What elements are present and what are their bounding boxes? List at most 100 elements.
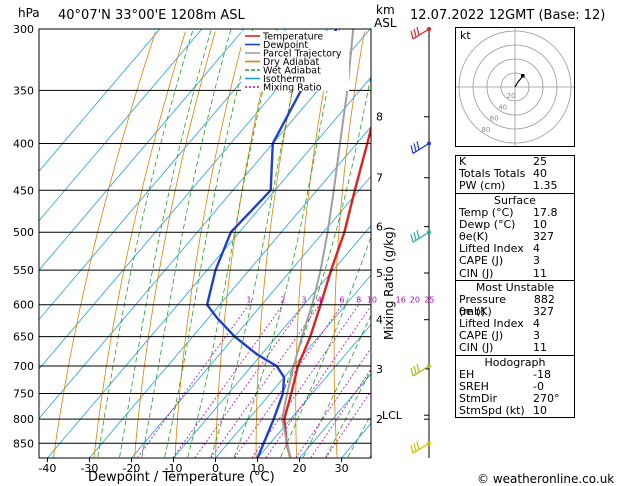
wind-barb-flag: [416, 441, 420, 450]
index-name: StmDir: [459, 392, 498, 405]
mixing-ratio-label: 3: [301, 296, 306, 305]
dry-adiabat-line: [407, 32, 424, 458]
wind-barb-flag: [410, 30, 414, 40]
legend-label: Wet Adiabat: [263, 66, 321, 77]
wind-barb-flag: [413, 232, 417, 241]
indices-table: K 25 Totals Totals 40 PW (cm) 1.35 Surface Temp…: [455, 155, 575, 419]
hodograph-ring-label: 20: [507, 92, 516, 100]
plot-frame: [38, 28, 372, 459]
index-value: 4: [533, 242, 540, 256]
index-value: 882: [533, 292, 555, 306]
index-name: CIN (J): [459, 341, 494, 355]
mixing-ratio-label: 8: [356, 296, 361, 305]
index-name: StmSpd (kt): [459, 404, 525, 418]
x-axis-label: Dewpoint / Temperature (°C): [88, 470, 275, 485]
index-row: PW (cm) 1.35: [456, 180, 574, 192]
mixing-ratio-line: [265, 305, 371, 458]
wet-adiabat-line: [280, 235, 371, 458]
wet-adiabat-line: [97, 29, 194, 458]
pressure-tick-label: 450: [13, 184, 34, 197]
index-name: θe(K): [459, 229, 489, 243]
wind-barb-dot: [427, 441, 431, 446]
index-value: 11: [533, 341, 547, 355]
index-row: Pressure (mb) 882: [456, 292, 574, 318]
mixing-ratio-label: 4: [317, 296, 322, 305]
location-title: 40°07'N 33°00'E 1208m ASL: [58, 8, 245, 23]
wind-barb-shaft: [412, 28, 430, 40]
wind-barb-flag: [410, 145, 414, 154]
wind-barb-flag: [416, 230, 420, 239]
index-row: Totals Totals 40: [456, 167, 574, 181]
isotherm-line: [131, 175, 371, 458]
index-name: K: [459, 155, 467, 168]
mixing-ratio-line: [325, 390, 371, 458]
wind-barb-shaft: [412, 231, 430, 243]
index-row: CAPE (J) 3: [456, 255, 574, 267]
index-row: Lifted Index 4: [456, 242, 574, 256]
wind-barb: [410, 26, 431, 40]
dry-adiabat-line: [333, 31, 365, 458]
km-tick-label: 4: [376, 314, 383, 327]
x-tick-label: -20: [122, 462, 140, 475]
km-tick-label: 6: [376, 221, 383, 234]
index-name: Lifted Index: [459, 317, 524, 331]
wind-barb-dot: [427, 230, 431, 235]
index-value: 10: [533, 404, 547, 418]
section-title: Surface: [456, 192, 574, 207]
wind-barb: [410, 230, 431, 243]
index-value: 1.35: [533, 179, 558, 193]
index-value: 4: [533, 317, 540, 331]
isotherm-line: [299, 373, 371, 458]
parcel-trajectory-line: [281, 29, 355, 458]
index-name: Temp (°C): [459, 205, 514, 219]
hodograph-unit: kt: [460, 29, 471, 42]
hodograph-storm-marker: [521, 74, 525, 78]
index-value: 327: [533, 304, 554, 318]
km-label: km: [376, 3, 395, 17]
index-row: CAPE (J) 3: [456, 330, 574, 342]
index-name: θe (K): [459, 304, 492, 318]
index-name: PW (cm): [459, 179, 506, 193]
pressure-tick-label: 500: [13, 226, 34, 239]
index-value: 11: [533, 266, 547, 280]
dry-adiabat-line: [215, 31, 276, 458]
wet-adiabat-line: [325, 369, 371, 458]
index-row: StmDir 270°: [456, 392, 574, 405]
mixing-ratio-line: [172, 304, 284, 458]
pressure-tick-label: 750: [13, 388, 34, 401]
wet-adiabat-line: [233, 29, 341, 458]
legend-label: Mixing Ratio: [263, 83, 322, 94]
isotherm-line: [215, 274, 371, 458]
index-name: EH: [459, 367, 475, 381]
index-value: 40: [533, 167, 547, 181]
index-value: -0: [533, 379, 544, 393]
wind-barb: [410, 141, 431, 154]
index-value: 270°: [533, 392, 560, 405]
mixing-ratio-label: 2: [280, 296, 285, 305]
dewpoint-line: [205, 29, 338, 458]
pressure-tick-label: 350: [13, 84, 34, 97]
wet-adiabat-line: [119, 29, 212, 458]
index-row: θe(K) 327: [456, 229, 574, 243]
mixing-ratio-axis-label: Mixing Ratio (g/kg): [382, 226, 396, 340]
footer-credit: © weatheronline.co.uk: [477, 472, 615, 486]
isotherm-line: [173, 225, 371, 458]
index-row: θe (K) 327: [456, 304, 574, 318]
isotherm-line: [39, 29, 203, 222]
index-name: Lifted Index: [459, 242, 524, 256]
x-tick-label: 30: [335, 462, 349, 475]
wind-barb-flag: [413, 143, 417, 152]
wind-barb-flag: [413, 443, 417, 452]
wet-adiabat-line: [187, 29, 278, 458]
index-value: 17.8: [533, 205, 558, 219]
dry-adiabat-line: [603, 32, 629, 458]
wind-barb-flag: [413, 365, 417, 375]
wet-adiabat-line: [164, 29, 254, 458]
x-tick-label: 0: [212, 462, 219, 475]
dry-adiabat-line: [295, 31, 335, 458]
dry-adiabat-line: [93, 31, 186, 458]
wind-barb-flag: [416, 26, 420, 36]
index-name: CAPE (J): [459, 254, 504, 268]
dry-adiabat-line: [134, 31, 216, 458]
